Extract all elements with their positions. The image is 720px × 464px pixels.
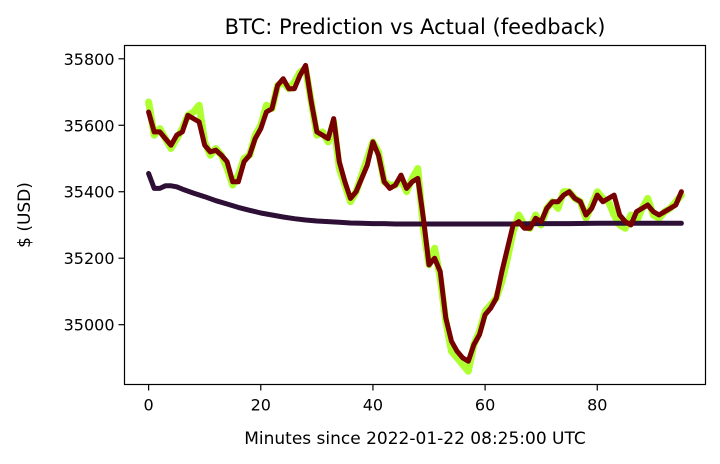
chart-title: BTC: Prediction vs Actual (feedback) — [225, 15, 606, 39]
y-tick-label: 35000 — [64, 316, 115, 335]
x-tick-label: 20 — [251, 396, 271, 415]
plot-frame — [123, 44, 707, 386]
x-axis-label: Minutes since 2022-01-22 08:25:00 UTC — [244, 429, 586, 449]
x-tick-label: 0 — [144, 396, 154, 415]
x-tick-label: 40 — [363, 396, 383, 415]
y-axis-ticks: 35000 35200 35400 35600 35800 — [64, 50, 125, 335]
y-axis-label: $ (USD) — [15, 182, 35, 248]
series-line-0 — [145, 65, 685, 375]
series-line-2 — [146, 62, 684, 364]
series-line-1 — [146, 171, 684, 227]
series-layer — [145, 62, 685, 375]
x-tick-label: 60 — [475, 396, 495, 415]
y-tick-label: 35800 — [64, 50, 115, 69]
x-tick-label: 80 — [587, 396, 607, 415]
y-tick-label: 35200 — [64, 249, 115, 268]
y-tick-label: 35600 — [64, 116, 115, 135]
x-axis-ticks: 0 20 40 60 80 — [144, 384, 607, 415]
y-tick-label: 35400 — [64, 183, 115, 202]
